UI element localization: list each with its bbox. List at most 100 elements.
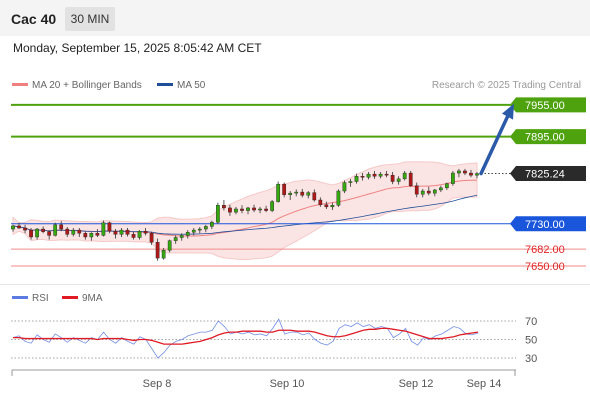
rsi-9ma-line [13, 327, 479, 345]
candle-body [276, 183, 281, 202]
candle-body [53, 224, 58, 236]
candle-body [77, 229, 82, 234]
candle-body [360, 176, 365, 178]
support-label: 7650.00 [525, 261, 565, 273]
candle-body [234, 208, 238, 213]
rsi-swatch [12, 295, 28, 299]
candle-body [300, 191, 305, 196]
candle-body [119, 229, 124, 235]
candle-body [149, 233, 154, 243]
candle-body [420, 190, 425, 195]
candle-body [143, 230, 148, 234]
candle-body [288, 192, 293, 195]
ma50-label: MA 50 [177, 80, 206, 91]
candle-body [41, 228, 45, 232]
ma20-swatch [12, 82, 28, 86]
candle-body [17, 225, 21, 229]
candle-body [270, 201, 274, 211]
candle-body [372, 173, 377, 177]
candle-body [348, 181, 353, 183]
candle-body [179, 235, 184, 238]
candle-body [475, 173, 479, 176]
timeframe-button[interactable]: 30 MIN [65, 7, 115, 31]
candle-body [408, 172, 413, 186]
candle-body [336, 190, 341, 206]
candle-body [137, 230, 142, 238]
candle-body [125, 229, 130, 235]
candle-body [330, 205, 335, 208]
legend-rsi: RSI [12, 293, 49, 304]
pivot-label: 7730.00 [525, 219, 565, 231]
candle-body [264, 208, 268, 211]
candle-body [47, 231, 52, 236]
ma50-line [12, 194, 478, 235]
price-chart[interactable]: 7955.00 7895.00 7825.24 7730.00 7682.00 7650.… [0, 0, 590, 285]
rsi-label: RSI [32, 293, 49, 304]
candle-body [203, 226, 208, 230]
candle-body [463, 170, 467, 174]
candle-body [282, 183, 287, 195]
rsi-tick-label: 30 [525, 353, 537, 365]
candle-body [246, 207, 250, 211]
candle-body [324, 204, 329, 208]
instrument-title: Cac 40 [11, 11, 57, 27]
candle-body [390, 174, 395, 182]
candle-body [197, 228, 202, 231]
candle-body [89, 233, 94, 238]
candle-body [414, 185, 419, 195]
rsi-tick-label: 50 [525, 335, 537, 347]
candle-body [432, 189, 437, 194]
candle-body [366, 173, 371, 178]
credit-text: Research © 2025 Trading Central [431, 80, 581, 91]
resistance-label: 7895.00 [525, 132, 565, 144]
candle-body [228, 207, 232, 213]
candle-body [426, 190, 431, 194]
candle-body [306, 192, 311, 196]
candle-body [252, 207, 256, 211]
candle-body [35, 228, 39, 238]
ma20-label: MA 20 + Bollinger Bands [32, 80, 142, 91]
candle-body [318, 199, 323, 205]
resistance-tag [510, 97, 586, 113]
last-price-tag [510, 165, 586, 181]
x-tick-label: Sep 10 [270, 378, 305, 390]
x-tick-label: Sep 14 [467, 378, 502, 390]
candle-body [173, 237, 178, 241]
candle-body [451, 172, 455, 184]
ma9-label: 9MA [82, 293, 103, 304]
candle-body [155, 242, 160, 259]
candle-body [457, 170, 461, 174]
candle-body [342, 182, 347, 192]
rsi-tick-label: 70 [525, 316, 537, 328]
candle-body [240, 208, 244, 211]
timestamp: Monday, September 15, 2025 8:05:42 AM CE… [13, 41, 262, 55]
candle-body [23, 227, 27, 231]
forecast-arrow-head [502, 103, 514, 120]
candle-body [113, 230, 118, 235]
ma50-swatch [157, 82, 173, 86]
candle-body [222, 205, 226, 209]
ma9-swatch [62, 295, 78, 299]
candle-body [258, 208, 262, 211]
candle-body [469, 172, 473, 176]
candle-body [209, 221, 214, 227]
candle-body [191, 229, 196, 233]
candle-body [185, 232, 190, 236]
candle-body [101, 222, 106, 236]
legend-ma20: MA 20 + Bollinger Bands [12, 80, 142, 91]
last-price-label: 7825.24 [525, 168, 565, 180]
pivot-tag [510, 216, 586, 232]
resistance-tag [510, 129, 586, 145]
candle-body [167, 240, 172, 251]
candle-body [29, 229, 33, 238]
x-tick-label: Sep 12 [399, 378, 434, 390]
candle-body [71, 229, 76, 235]
candle-body [11, 225, 15, 230]
candle-body [445, 183, 449, 189]
candle-body [131, 234, 136, 238]
candle-body [396, 178, 401, 182]
candle-body [216, 205, 220, 223]
x-tick-label: Sep 8 [143, 378, 172, 390]
resistance-label: 7955.00 [525, 100, 565, 112]
